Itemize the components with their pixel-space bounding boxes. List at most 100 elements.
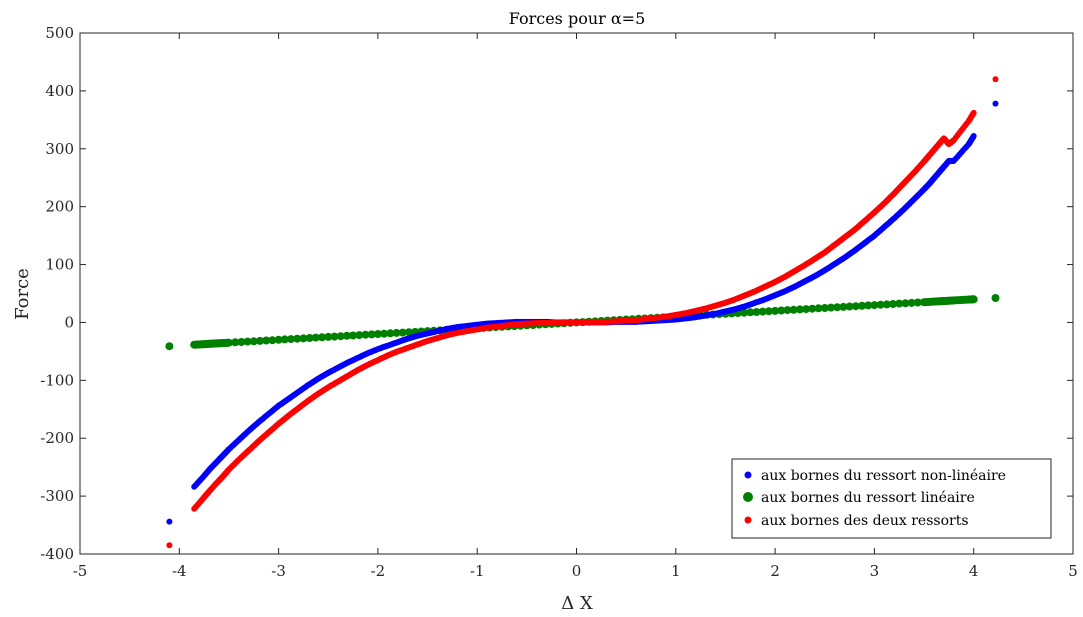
x-tick-label: -4 — [172, 562, 187, 580]
data-point — [386, 329, 395, 338]
legend-label-linear: aux bornes du ressort linéaire — [761, 490, 975, 506]
x-tick-label: -3 — [271, 562, 286, 580]
x-tick-label: 0 — [572, 562, 582, 580]
y-tick-label: 500 — [45, 24, 74, 42]
x-tick-label: 1 — [671, 562, 681, 580]
data-point — [324, 332, 333, 341]
data-point — [318, 333, 326, 342]
series-layer — [165, 76, 1000, 549]
y-axis-title: Force — [12, 268, 33, 320]
data-point — [970, 110, 977, 117]
series-2 — [166, 76, 999, 549]
data-point — [777, 306, 786, 315]
data-point — [746, 308, 755, 317]
data-point — [870, 301, 879, 310]
legend-box — [731, 458, 1052, 539]
data-point — [789, 305, 798, 314]
chart-title: Forces pour α=5 — [509, 9, 646, 28]
data-point — [231, 338, 240, 347]
data-point — [268, 336, 277, 345]
legend-marker-both — [744, 516, 752, 524]
data-point — [166, 518, 173, 525]
y-tick-label: 100 — [45, 256, 74, 274]
x-tick-label: -5 — [73, 562, 88, 580]
data-point — [166, 542, 173, 549]
data-point — [256, 336, 264, 345]
data-point — [901, 299, 910, 308]
data-point — [165, 342, 174, 351]
data-point — [349, 331, 358, 340]
data-point — [367, 330, 376, 339]
data-point — [889, 300, 897, 308]
data-point — [992, 100, 999, 107]
data-point — [280, 335, 289, 344]
data-point — [398, 328, 407, 337]
data-point — [237, 338, 246, 346]
y-tick-label: 400 — [45, 82, 74, 100]
data-point — [827, 303, 835, 312]
data-point — [287, 335, 295, 344]
y-tick-label: -200 — [40, 429, 74, 447]
data-point — [858, 301, 866, 310]
data-point — [876, 300, 885, 309]
data-point — [274, 335, 283, 344]
data-point — [336, 332, 345, 341]
data-point — [913, 298, 922, 307]
data-point — [243, 337, 252, 346]
data-point — [895, 299, 904, 308]
data-point — [991, 294, 1000, 302]
data-point — [299, 334, 308, 343]
data-point — [839, 302, 848, 311]
data-point — [783, 306, 792, 315]
data-point — [795, 305, 804, 314]
data-point — [970, 134, 977, 141]
data-point — [404, 328, 413, 337]
data-point — [223, 338, 232, 347]
data-point — [361, 330, 370, 339]
data-point — [305, 334, 314, 342]
data-point — [820, 304, 829, 312]
y-axis-ticks: -400 -300 -200 -100 0 100 200 300 400 500 — [40, 24, 1073, 563]
x-tick-label: 5 — [1068, 562, 1078, 580]
data-point — [845, 302, 854, 311]
data-point — [814, 304, 823, 313]
x-axis-ticks: -5 -4 -3 -2 -1 0 1 2 3 4 5 — [73, 33, 1078, 580]
data-point — [373, 330, 382, 338]
y-tick-label: -300 — [40, 487, 74, 505]
x-tick-label: -1 — [470, 562, 485, 580]
x-tick-label: -2 — [371, 562, 386, 580]
x-tick-label: 4 — [969, 562, 979, 580]
y-tick-label: 0 — [64, 313, 74, 331]
legend-label-both: aux bornes des deux ressorts — [761, 513, 969, 529]
x-tick-label: 2 — [770, 562, 780, 580]
legend-marker-nonlinear — [744, 471, 752, 479]
data-point — [992, 76, 999, 83]
data-point — [380, 329, 389, 338]
legend-marker-linear — [743, 492, 753, 502]
y-tick-label: -100 — [40, 371, 74, 389]
legend-label-nonlinear: aux bornes du ressort non-linéaire — [761, 468, 1006, 484]
data-point — [764, 307, 773, 316]
data-point — [342, 331, 351, 340]
data-point — [392, 328, 401, 337]
data-point — [907, 298, 916, 307]
data-point — [740, 308, 749, 317]
legend: aux bornes du ressort non-linéaire aux b… — [731, 458, 1052, 539]
data-point — [851, 302, 860, 311]
y-tick-label: 200 — [45, 198, 74, 216]
data-point — [262, 336, 271, 345]
x-axis-title: Δ X — [561, 593, 593, 614]
data-point — [808, 304, 817, 313]
data-point — [882, 300, 891, 309]
data-point — [249, 337, 258, 346]
data-point — [758, 307, 767, 316]
y-tick-label: -400 — [40, 545, 74, 563]
data-point — [802, 305, 811, 314]
data-point — [864, 301, 873, 310]
data-point — [771, 306, 780, 315]
data-point — [293, 334, 302, 343]
data-point — [355, 331, 364, 340]
data-point — [311, 333, 320, 342]
y-tick-label: 300 — [45, 140, 74, 158]
data-point — [969, 295, 978, 304]
